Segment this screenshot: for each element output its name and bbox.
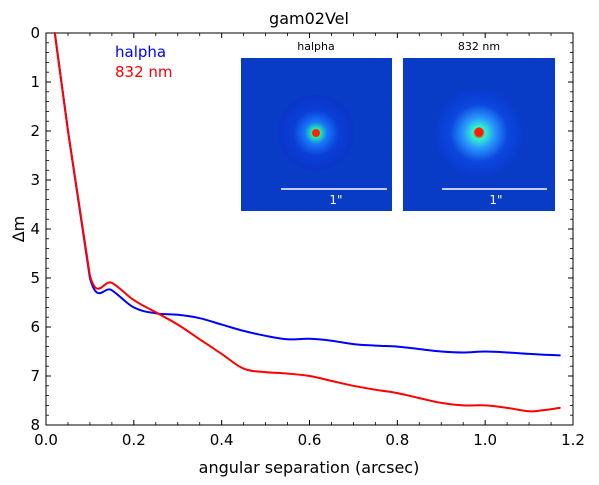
- y-axis-title: Δm: [9, 216, 28, 243]
- inset-832nm-title: 832 nm: [458, 40, 500, 53]
- x-tick-label: 0.0: [34, 431, 58, 449]
- y-tick-label: 7: [30, 367, 40, 385]
- y-tick-label: 0: [30, 24, 40, 42]
- legend-entry-halpha: halpha: [115, 43, 166, 61]
- x-tick-label: 1.2: [561, 431, 585, 449]
- y-tick-label: 8: [30, 416, 40, 434]
- x-tick-label: 0.6: [298, 431, 322, 449]
- x-tick-label: 1.0: [473, 431, 497, 449]
- y-tick-label: 4: [30, 220, 40, 238]
- y-tick-label: 6: [30, 318, 40, 336]
- x-axis-title: angular separation (arcsec): [199, 458, 420, 477]
- inset-832nm-star: [474, 127, 484, 137]
- legend-entry-832nm: 832 nm: [115, 63, 173, 81]
- inset-image-832nm: 1" 832 nm: [403, 40, 555, 211]
- inset-832nm-scale-label: 1": [489, 193, 502, 207]
- x-tick-label: 0.2: [122, 431, 146, 449]
- series-line-832-nm: [53, 32, 561, 413]
- series-line-halpha: [53, 32, 561, 357]
- x-tick-label: 0.8: [385, 431, 409, 449]
- y-tick-label: 1: [30, 73, 40, 91]
- chart-title: gam02Vel: [269, 9, 349, 28]
- legend: halpha 832 nm: [115, 43, 173, 81]
- inset-halpha-title: halpha: [297, 40, 334, 53]
- inset-halpha-scale-label: 1": [329, 193, 342, 207]
- y-tick-label: 3: [30, 171, 40, 189]
- inset-image-halpha: 1" halpha: [241, 40, 392, 211]
- ticks-layer: 0.0 0.2 0.4 0.6 0.8 1.0 1.2 0 1 2 3 4 5 6 7 8: [30, 24, 584, 449]
- series-layer: [53, 32, 561, 413]
- y-tick-label: 5: [30, 269, 40, 287]
- y-tick-label: 2: [30, 122, 40, 140]
- x-tick-label: 0.4: [210, 431, 234, 449]
- inset-halpha-star: [312, 129, 320, 137]
